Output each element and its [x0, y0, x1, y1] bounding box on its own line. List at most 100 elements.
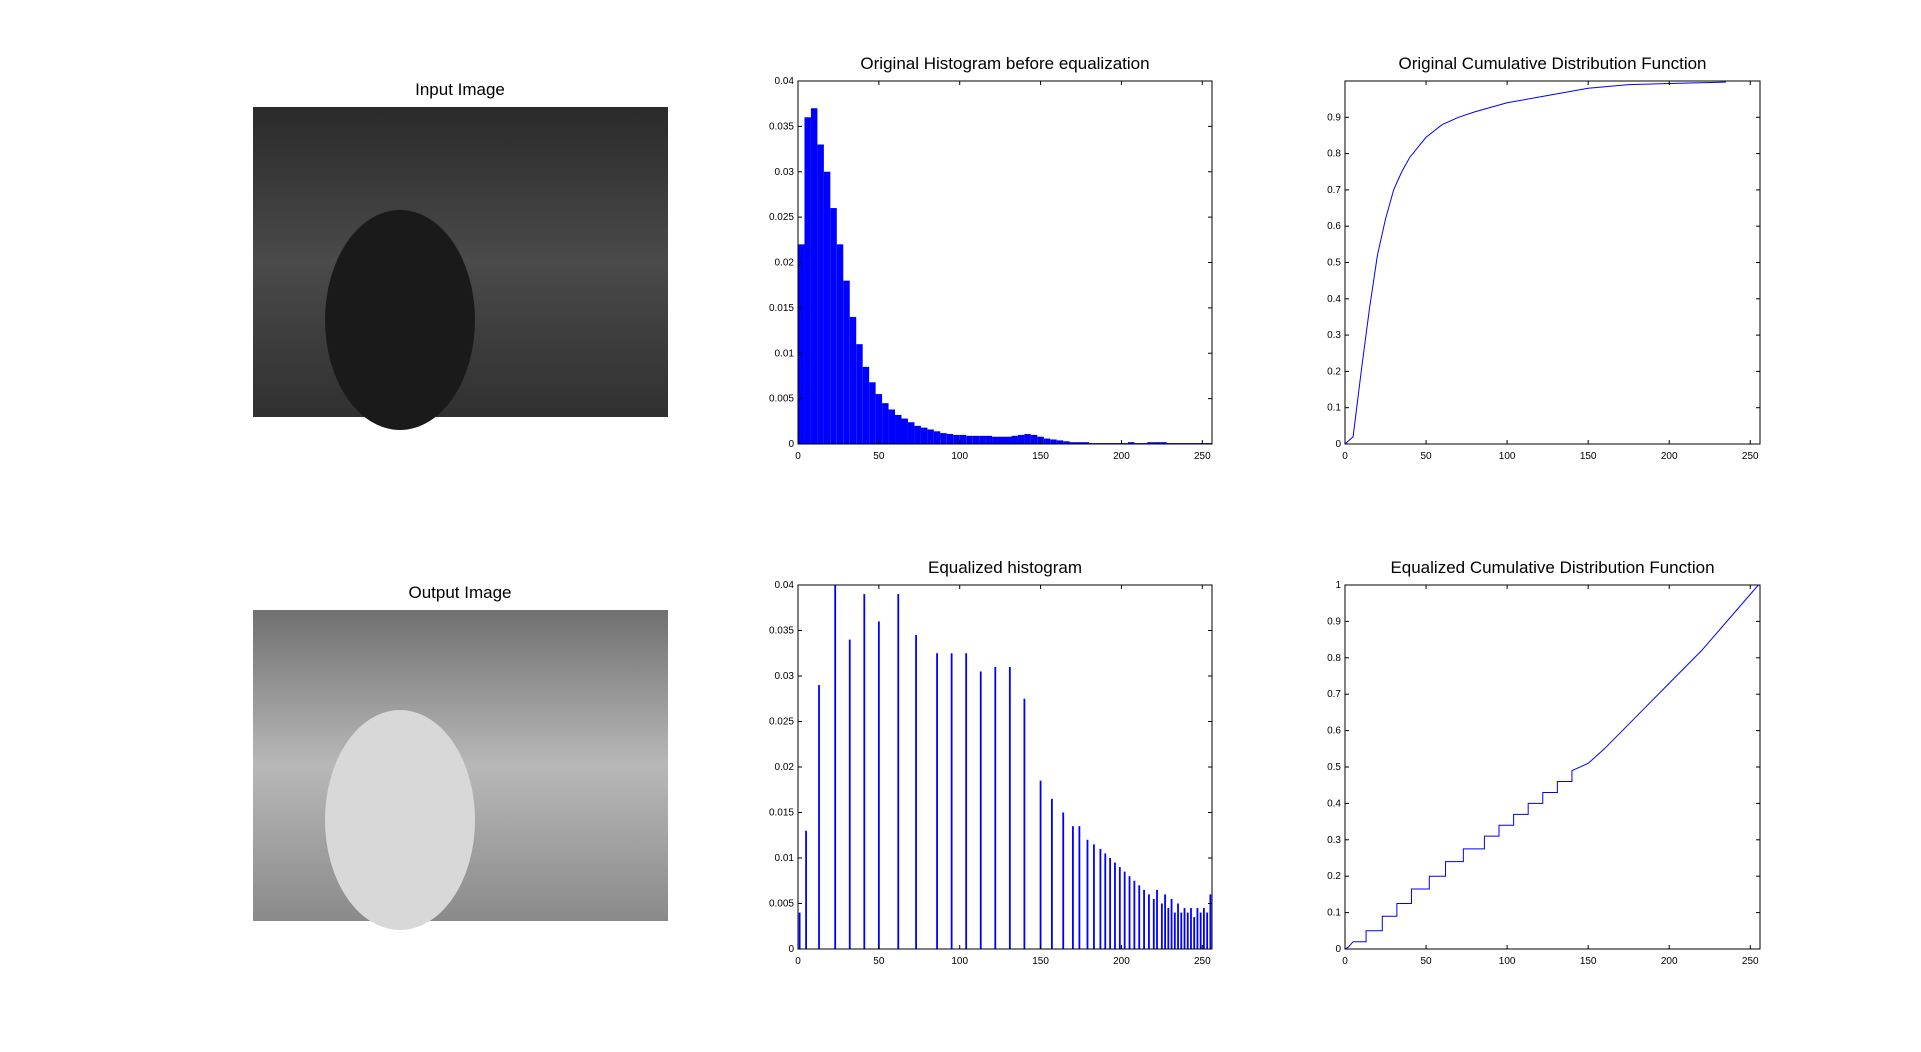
x-tick-label: 50 [873, 956, 885, 967]
bar [1078, 826, 1081, 949]
bar [1062, 812, 1065, 949]
cdf-line [1344, 584, 1759, 950]
bar [994, 666, 997, 949]
image-shape [325, 710, 475, 930]
x-tick-label: 200 [1661, 956, 1678, 967]
y-tick-label: 0.04 [775, 580, 795, 591]
image-title: Output Image [408, 583, 511, 602]
bar [875, 394, 883, 444]
bar [863, 594, 866, 949]
bar [966, 435, 973, 444]
bar [1190, 908, 1192, 949]
y-tick-label: 0.005 [769, 899, 794, 910]
x-tick-label: 200 [1113, 451, 1130, 462]
bar [979, 671, 982, 949]
bar [936, 653, 938, 949]
y-tick-label: 0.8 [1327, 653, 1341, 664]
bar [1008, 666, 1011, 949]
y-tick-label: 0.1 [1327, 403, 1341, 414]
y-tick-label: 0.2 [1327, 871, 1341, 882]
bar [843, 280, 850, 444]
bar [901, 418, 908, 444]
bar [897, 594, 900, 949]
y-tick-label: 0.6 [1327, 726, 1341, 737]
x-tick-label: 200 [1113, 956, 1130, 967]
bar [882, 403, 889, 444]
bar [836, 244, 844, 444]
y-tick-label: 0.8 [1327, 149, 1341, 160]
bar [953, 434, 960, 444]
axes-box [1344, 584, 1761, 950]
y-tick-label: 0.4 [1327, 294, 1341, 305]
bar [1193, 917, 1196, 949]
image-title: Input Image [415, 80, 505, 99]
bar [869, 382, 876, 444]
x-tick-label: 100 [1499, 451, 1516, 462]
y-tick-label: 0 [788, 944, 794, 955]
y-tick-label: 0.035 [769, 626, 794, 637]
bar [950, 653, 953, 949]
x-tick-label: 50 [1420, 451, 1432, 462]
bar [823, 171, 831, 444]
bar [877, 621, 880, 949]
bar [1143, 889, 1145, 949]
bar [992, 436, 999, 444]
y-tick-label: 0.9 [1327, 616, 1341, 627]
x-tick-label: 0 [1342, 956, 1348, 967]
y-tick-label: 0.5 [1327, 258, 1341, 269]
bar [1153, 442, 1161, 444]
bar [1050, 798, 1053, 949]
bar [1030, 434, 1038, 444]
chart-title: Equalized Cumulative Distribution Functi… [1390, 558, 1714, 577]
y-tick-label: 0.3 [1327, 330, 1341, 341]
x-tick-label: 150 [1032, 956, 1049, 967]
bar [1056, 440, 1064, 444]
bar [1156, 889, 1158, 949]
bar [818, 685, 820, 949]
y-tick-label: 0.005 [769, 394, 794, 405]
bar [856, 344, 863, 444]
x-tick-label: 100 [951, 956, 968, 967]
y-tick-label: 0.025 [769, 212, 794, 223]
y-tick-label: 0.025 [769, 717, 794, 728]
bar [1128, 876, 1131, 949]
bar [1069, 442, 1077, 444]
y-tick-label: 0.04 [775, 76, 795, 87]
bar [1118, 867, 1121, 949]
x-tick-label: 50 [873, 451, 885, 462]
y-tick-label: 0.035 [769, 121, 794, 132]
x-tick-label: 100 [951, 451, 968, 462]
bar [1164, 894, 1167, 949]
chart-title: Equalized histogram [928, 558, 1082, 577]
bar [1127, 442, 1135, 444]
bar [1167, 908, 1170, 949]
y-tick-label: 0.015 [769, 303, 794, 314]
bar [1063, 441, 1070, 444]
chart-title: Original Histogram before equalization [860, 54, 1149, 73]
y-tick-label: 0.4 [1327, 798, 1341, 809]
y-tick-label: 0.7 [1327, 689, 1341, 700]
bar [817, 144, 824, 444]
x-tick-label: 150 [1580, 451, 1597, 462]
x-tick-label: 250 [1742, 956, 1759, 967]
bar [1173, 912, 1176, 949]
bar [946, 434, 954, 444]
y-tick-label: 0.02 [775, 258, 795, 269]
y-tick-label: 0.7 [1327, 185, 1341, 196]
x-tick-label: 250 [1194, 451, 1211, 462]
bar [927, 429, 934, 444]
bar [1177, 903, 1179, 949]
bar [1039, 780, 1042, 949]
bar [914, 425, 921, 444]
bar [798, 912, 801, 949]
y-tick-label: 0.01 [775, 853, 795, 864]
bar [1170, 898, 1173, 949]
x-tick-label: 150 [1032, 451, 1049, 462]
bar [895, 414, 902, 444]
y-tick-label: 0.6 [1327, 221, 1341, 232]
y-tick-label: 0.02 [775, 762, 795, 773]
bar [830, 208, 837, 444]
x-tick-label: 50 [1420, 956, 1432, 967]
